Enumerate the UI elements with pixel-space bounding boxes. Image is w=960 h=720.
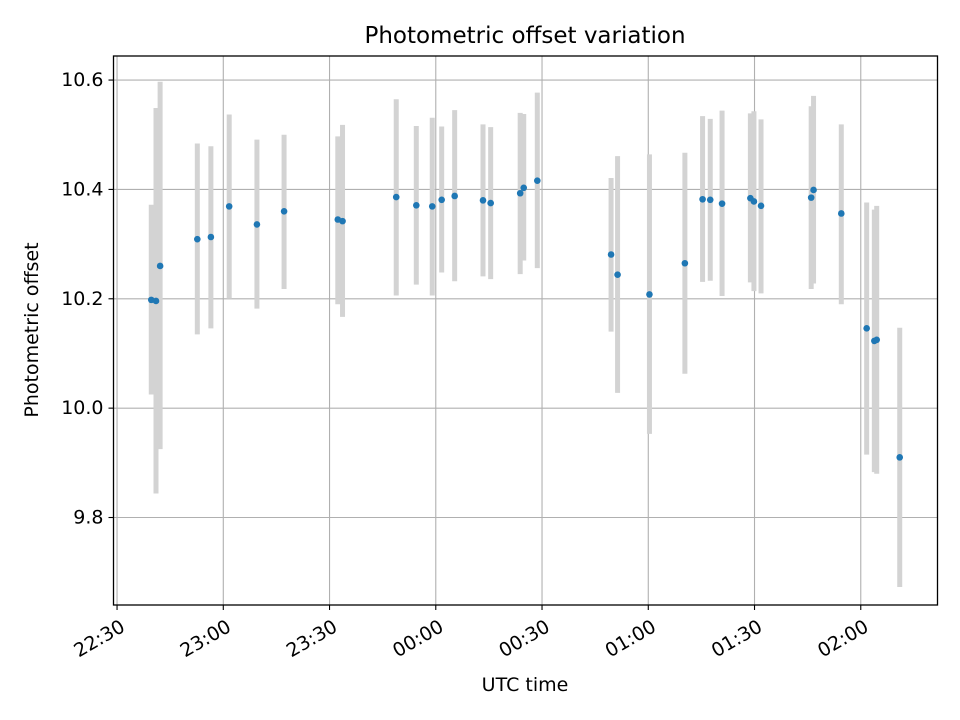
x-axis-title: UTC time: [482, 674, 569, 696]
data-point: [194, 235, 201, 243]
data-point: [837, 210, 845, 217]
data-point: [207, 233, 215, 241]
data-point: [681, 259, 689, 267]
data-point: [896, 454, 904, 461]
y-axis-ticks: 9.8 10.0 10.2 10.4 10.6: [61, 69, 114, 529]
data-point: [253, 221, 261, 228]
data-point: [807, 194, 815, 201]
data-point: [438, 196, 445, 204]
data-point: [810, 186, 817, 194]
data-point: [863, 325, 870, 332]
chart-title: Photometric offset variation: [364, 23, 685, 49]
plot-frame: [112, 55, 939, 606]
data-point: [699, 195, 706, 203]
data-point: [534, 177, 541, 184]
data-point: [750, 198, 758, 205]
data-point: [646, 291, 653, 298]
data-point: [339, 217, 346, 225]
data-point: [873, 336, 881, 344]
data-point: [487, 199, 494, 207]
y-tick-label: 10.0: [61, 397, 103, 419]
data-point: [706, 196, 714, 204]
data-point: [479, 197, 487, 204]
y-axis-title: Photometric offset: [21, 242, 43, 417]
y-tick-label: 10.2: [61, 288, 103, 310]
data-point: [413, 201, 420, 209]
data-point: [225, 203, 233, 210]
data-point: [614, 271, 621, 279]
grid-layer: [113, 56, 938, 605]
data-point-layer: [147, 177, 904, 461]
data-point: [718, 200, 726, 207]
data-point: [520, 184, 528, 192]
data-point: [607, 251, 615, 258]
data-point: [392, 193, 400, 201]
data-point: [428, 203, 436, 210]
y-tick-label: 9.8: [73, 507, 103, 529]
data-point: [451, 192, 458, 200]
data-point: [280, 207, 288, 215]
y-tick-label: 10.4: [61, 178, 103, 200]
data-point: [757, 202, 765, 210]
y-tick-label: 10.6: [61, 69, 103, 91]
data-point: [152, 297, 160, 305]
data-point: [156, 262, 164, 270]
data-point: [516, 189, 524, 197]
